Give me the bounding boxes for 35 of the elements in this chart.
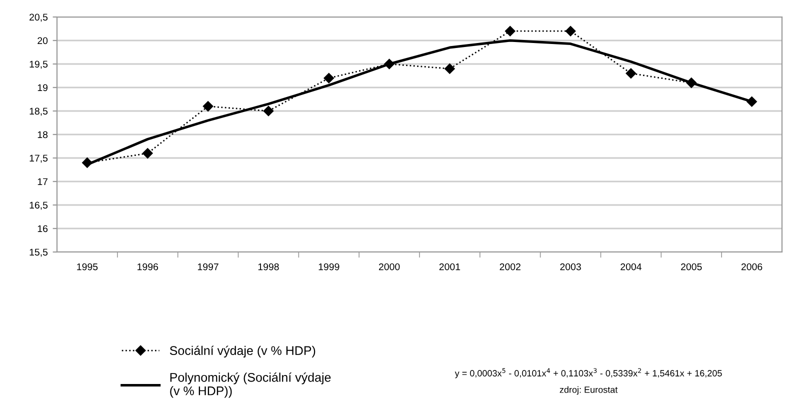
point bbox=[324, 72, 334, 84]
y-tick-label: 18 bbox=[38, 131, 48, 138]
point bbox=[142, 148, 153, 158]
x-tick-label: 2003 bbox=[560, 263, 581, 270]
x-tick-label: 2002 bbox=[500, 263, 520, 270]
y-tick-label: 17 bbox=[38, 178, 48, 186]
x-tick-label: 2004 bbox=[620, 263, 642, 270]
point bbox=[505, 26, 516, 36]
y-tick-label: 19 bbox=[38, 84, 48, 92]
y-tick-label: 15,5 bbox=[30, 248, 48, 257]
y-tick-label: 20 bbox=[38, 37, 48, 44]
point bbox=[444, 64, 455, 74]
x-tick-label: 2005 bbox=[681, 263, 702, 270]
y-tick-label: 19,5 bbox=[30, 60, 48, 69]
y-tick-label: 16 bbox=[38, 225, 48, 232]
point bbox=[626, 68, 636, 79]
x-tick-label: 2000 bbox=[378, 263, 400, 270]
text: y = 0,0003x$^{5}$ - 0,0101x$^{4}$ + 0,1103x$^{3}$ - 0,5339x$^{2}$ + 1,5461x + 16,205 bbox=[454, 368, 722, 378]
x-tick-label: 1997 bbox=[198, 263, 218, 270]
text: zdroj: Eurostat bbox=[560, 386, 618, 395]
x-tick-label: 1999 bbox=[318, 263, 340, 270]
point bbox=[202, 101, 214, 112]
x-tick-label: 1995 bbox=[77, 263, 98, 270]
x-tick-label: 2001 bbox=[439, 263, 460, 270]
point bbox=[263, 106, 274, 116]
y-tick-label: 16,5 bbox=[30, 202, 48, 210]
point bbox=[565, 26, 576, 36]
x-tick-label: 1998 bbox=[258, 263, 279, 270]
x-tick-label: 1996 bbox=[138, 263, 158, 270]
y-tick-label: 20,5 bbox=[30, 14, 48, 22]
legend-label: Polynomický (Sociální výdaje (v % HDP)) bbox=[170, 372, 331, 398]
x-tick-label: 2006 bbox=[741, 263, 762, 270]
y-tick-label: 18,5 bbox=[30, 108, 48, 116]
y-tick-label: 17,5 bbox=[30, 154, 48, 163]
legend-label: Sociální výdaje (v % HDP) bbox=[170, 346, 316, 358]
